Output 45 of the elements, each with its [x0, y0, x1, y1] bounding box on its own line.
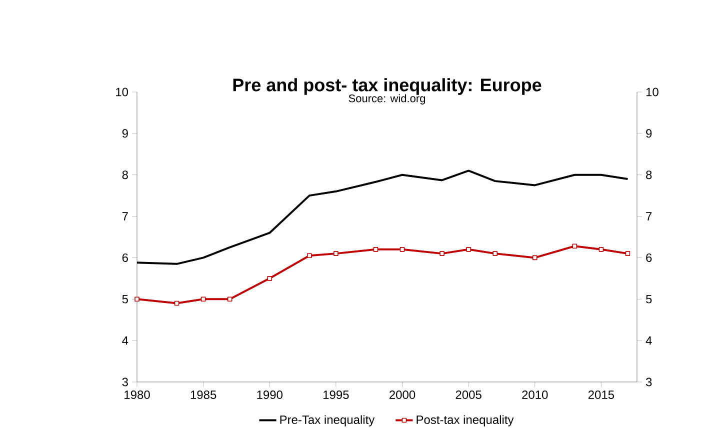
- x-tick-label: 2015: [588, 390, 614, 400]
- legend-label: Pre-Tax inequality: [280, 415, 375, 426]
- y2-tick-label: 9: [646, 129, 652, 138]
- point: [492, 251, 498, 256]
- point: [200, 296, 206, 302]
- chart-subtitle: Source: wid.org: [348, 94, 426, 104]
- legend-label: Post-tax inequality: [416, 415, 514, 426]
- x-tick-label: 1980: [124, 390, 150, 400]
- y2-tick-label: 5: [646, 294, 652, 304]
- point: [440, 251, 444, 256]
- point: [400, 247, 405, 252]
- y2-tick-label: 7: [646, 212, 652, 220]
- point: [227, 296, 232, 302]
- y-tick-label: 7: [122, 212, 128, 220]
- point: [532, 255, 538, 260]
- x-tick-label: 1990: [257, 390, 283, 400]
- x-tick-label: 2000: [390, 390, 416, 400]
- x-tick-label: 1985: [190, 390, 216, 400]
- y-tick-label: 4: [122, 336, 128, 345]
- point: [307, 253, 312, 258]
- y2-tick-label: 4: [646, 336, 652, 345]
- x-tick-label: 1995: [324, 390, 349, 400]
- point: [134, 296, 140, 302]
- y-tick-label: 10: [116, 88, 128, 96]
- x-tick-label: 2005: [456, 390, 482, 400]
- y2-tick-label: 3: [646, 378, 652, 386]
- y2-tick-label: 10: [646, 88, 658, 96]
- y-tick-label: 3: [122, 378, 128, 386]
- point: [625, 251, 630, 256]
- point: [572, 244, 578, 249]
- chart-title: Pre and post- tax inequality: Europe: [233, 78, 542, 95]
- point: [373, 247, 378, 252]
- point: [466, 247, 471, 252]
- point: [174, 300, 180, 306]
- point: [267, 276, 272, 281]
- y-tick-label: 8: [122, 170, 128, 180]
- y-tick-label: 6: [122, 253, 128, 262]
- y2-tick-label: 6: [646, 253, 652, 262]
- x-tick-label: 2010: [522, 390, 548, 400]
- line-series: [137, 170, 629, 265]
- y-tick-label: 9: [122, 129, 128, 138]
- y2-tick-label: 8: [646, 170, 652, 180]
- point: [334, 251, 338, 256]
- y-tick-label: 5: [122, 294, 128, 304]
- point: [598, 247, 604, 252]
